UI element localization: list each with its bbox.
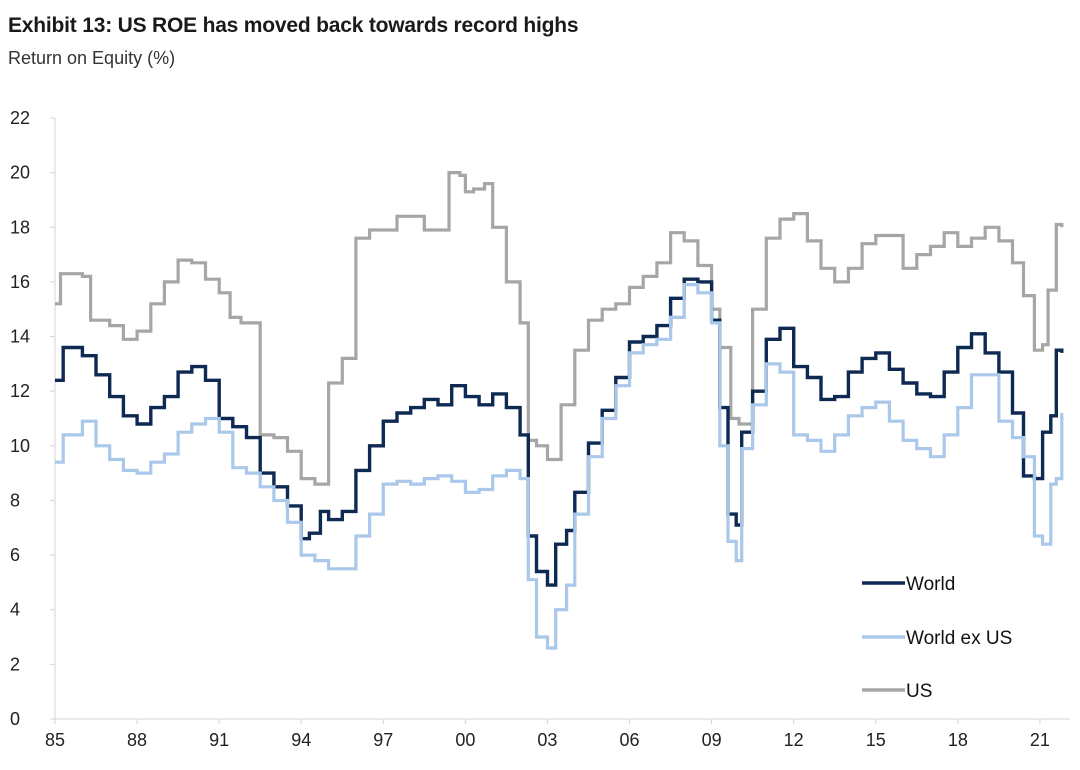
y-tick-label: 6 <box>10 545 20 565</box>
legend-label-world-ex-us: World ex US <box>906 628 1012 649</box>
legend: World World ex US US <box>862 574 1012 702</box>
x-tick-label: 00 <box>455 730 475 750</box>
y-tick-label: 14 <box>10 327 30 347</box>
x-tick-label: 12 <box>784 730 804 750</box>
x-tick-label: 15 <box>866 730 886 750</box>
x-tick-label: 88 <box>127 730 147 750</box>
y-tick-label: 8 <box>10 490 20 510</box>
series-line-us <box>55 171 1064 486</box>
y-tick-label: 12 <box>10 381 30 401</box>
series-line-world-ex-us <box>55 283 1064 650</box>
y-tick-label: 18 <box>10 217 30 237</box>
legend-label-world: World <box>906 574 955 595</box>
x-tick-label: 85 <box>45 730 65 750</box>
legend-label-us: US <box>906 681 932 702</box>
y-tick-label: 16 <box>10 272 30 292</box>
y-tick-label: 4 <box>10 600 20 620</box>
series-line-world <box>55 277 1064 587</box>
y-tick-label: 22 <box>10 108 30 128</box>
x-tick-label: 94 <box>291 730 311 750</box>
chart-title: Exhibit 13: US ROE has moved back toward… <box>8 14 579 37</box>
y-tick-label: 10 <box>10 436 30 456</box>
x-tick-label: 21 <box>1030 730 1050 750</box>
chart-subtitle: Return on Equity (%) <box>8 48 176 68</box>
series-lines <box>55 171 1064 650</box>
y-tick-label: 2 <box>10 654 20 674</box>
x-ticks: 85 88 91 94 97 00 03 06 09 12 15 18 21 <box>45 719 1050 750</box>
y-tick-label: 0 <box>10 709 20 729</box>
x-tick-label: 91 <box>209 730 229 750</box>
x-tick-label: 03 <box>537 730 557 750</box>
x-tick-label: 18 <box>948 730 968 750</box>
y-tick-label: 20 <box>10 163 30 183</box>
x-tick-label: 97 <box>373 730 393 750</box>
y-ticks: 0 2 4 6 8 10 12 14 16 18 20 22 <box>10 108 55 729</box>
x-tick-label: 09 <box>702 730 722 750</box>
plot-area: 0 2 4 6 8 10 12 14 16 18 20 22 85 88 91 94 97 00 03 06 09 12… <box>10 108 1070 750</box>
x-tick-label: 06 <box>620 730 640 750</box>
